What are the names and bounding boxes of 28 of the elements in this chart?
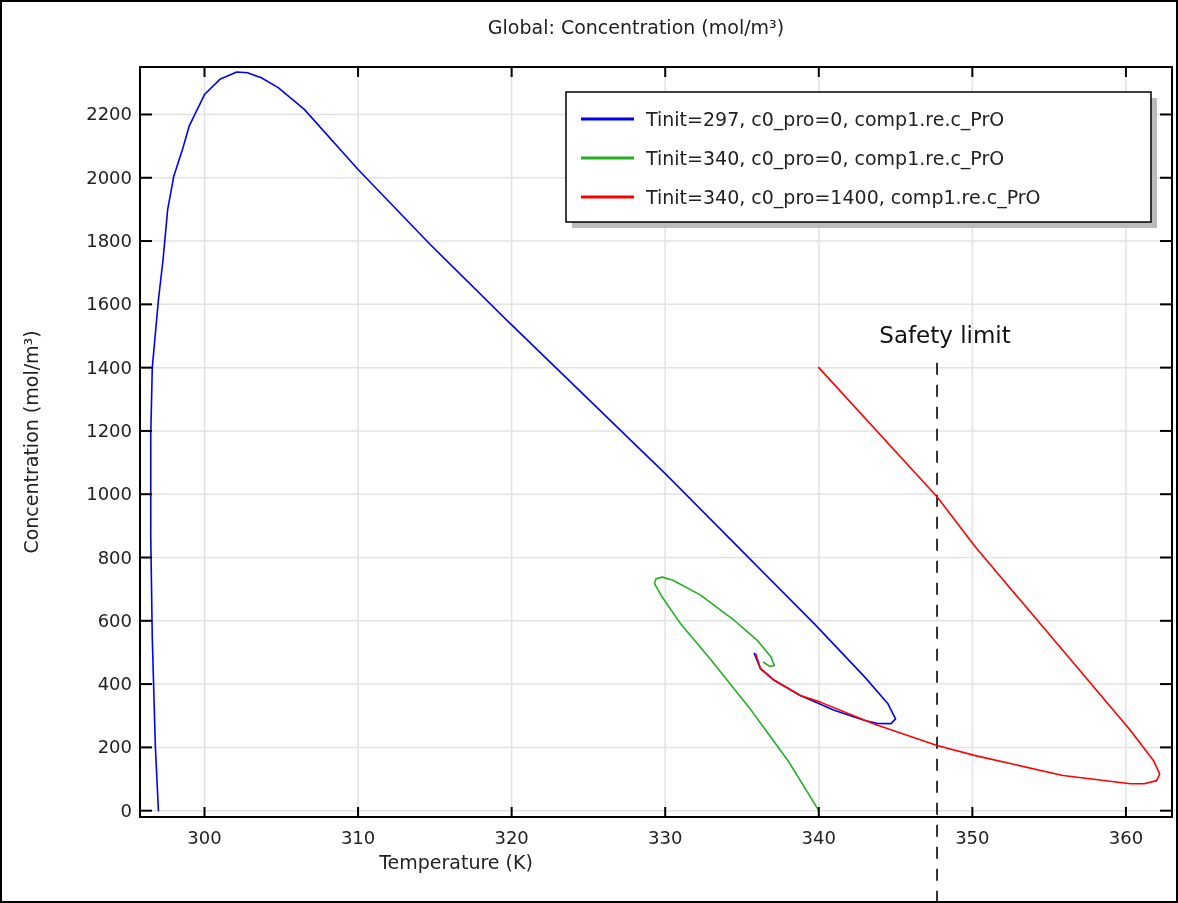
y-tick-label: 1800 bbox=[86, 230, 132, 252]
x-tick-label: 300 bbox=[187, 827, 222, 848]
ref-line-label: Safety limit bbox=[879, 321, 1011, 348]
y-tick-label: 1000 bbox=[86, 483, 132, 505]
line-series bbox=[653, 576, 820, 812]
x-tick-label: 330 bbox=[648, 827, 683, 848]
legend-label: Tinit=340, c0_pro=1400, comp1.re.c_PrO bbox=[645, 186, 1041, 209]
y-tick-label: 800 bbox=[97, 546, 132, 568]
chart-title: Global: Concentration (mol/m³) bbox=[487, 16, 785, 38]
x-axis-title: Temperature (K) bbox=[378, 851, 533, 873]
y-tick-label: 1200 bbox=[86, 419, 132, 441]
x-tick-label: 360 bbox=[1108, 827, 1144, 848]
legend-label: Tinit=297, c0_pro=0, comp1.re.c_PrO bbox=[645, 108, 1005, 131]
x-tick-label: 310 bbox=[340, 827, 376, 848]
y-tick-label: 0 bbox=[120, 799, 132, 821]
legend-label: Tinit=340, c0_pro=0, comp1.re.c_PrO bbox=[645, 147, 1005, 170]
y-tick-label: 200 bbox=[97, 736, 132, 758]
x-tick-label: 350 bbox=[955, 827, 990, 848]
y-tick-label: 1600 bbox=[86, 293, 132, 315]
y-axis-title: Concentration (mol/m³) bbox=[20, 330, 42, 554]
x-tick-label: 320 bbox=[494, 827, 529, 848]
y-tick-label: 2000 bbox=[86, 166, 132, 188]
x-tick-label: 340 bbox=[801, 827, 836, 848]
y-tick-label: 600 bbox=[97, 609, 132, 631]
y-tick-label: 2200 bbox=[86, 103, 132, 125]
line-series bbox=[755, 366, 1161, 785]
y-tick-label: 400 bbox=[97, 673, 132, 695]
y-tick-label: 1400 bbox=[86, 356, 132, 378]
